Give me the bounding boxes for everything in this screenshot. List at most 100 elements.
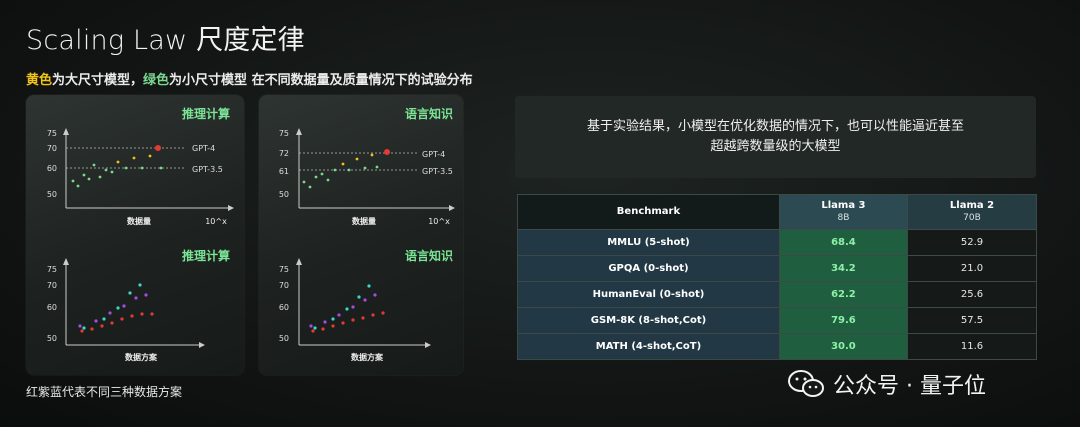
data-point: [331, 317, 335, 321]
llama2-score: 11.6: [906, 333, 1038, 360]
header-llama3-name: Llama 3: [821, 200, 866, 211]
data-point: [347, 168, 351, 172]
x-axis-label: 数据量: [352, 216, 376, 226]
footnote: 红紫蓝代表不同三种数据方案: [26, 385, 183, 399]
gpt4-highlight-point: [155, 145, 161, 151]
llama3-score: 68.4: [778, 229, 908, 256]
data-point: [367, 284, 371, 288]
table-row: HumanEval (0-shot) 62.2 25.6: [517, 281, 1038, 308]
data-point: [320, 172, 324, 176]
y-axis-arrow: [296, 128, 302, 135]
data-point: [78, 324, 82, 328]
data-point: [76, 184, 80, 188]
data-point: [90, 327, 94, 331]
data-point: [308, 185, 312, 189]
data-point: [375, 165, 379, 169]
data-point: [144, 293, 148, 297]
x-axis-label: 数据量: [127, 216, 151, 226]
data-point: [351, 305, 355, 309]
y-tick-label: 50: [47, 190, 57, 199]
reference-line-label: GPT-4: [192, 144, 215, 153]
table-header-row: Benchmark Llama 3 8B Llama 2 70B: [517, 194, 1038, 230]
reference-line-label: GPT-4: [422, 150, 445, 159]
scatter-points: [309, 284, 385, 333]
data-point: [351, 318, 355, 322]
data-point: [110, 321, 114, 325]
y-axis-arrow: [63, 128, 69, 135]
llama3-score: 30.0: [778, 333, 908, 360]
chart-title: 推理计算: [182, 248, 230, 263]
data-point: [159, 166, 163, 170]
data-point: [82, 173, 86, 177]
summary-line: 基于实验结果，小模型在优化数据的情况下，也可以性能逼近甚至: [586, 119, 964, 134]
data-point: [102, 317, 106, 321]
chart-title: 语言知识: [405, 248, 453, 263]
header-llama2-name: Llama 2: [949, 200, 995, 211]
table-row: MMLU (5-shot) 68.4 52.9: [517, 229, 1038, 256]
data-point: [140, 312, 144, 316]
summary-box: 基于实验结果，小模型在优化数据的情况下，也可以性能逼近甚至 超越跨数量级的大模型: [515, 96, 1036, 178]
y-tick-label: 70: [47, 281, 57, 290]
data-point: [311, 329, 315, 333]
y-axis-arrow: [296, 258, 302, 265]
reference-line-label: GPT-3.5: [192, 165, 223, 174]
x-axis-arrow: [449, 205, 455, 211]
data-point: [302, 180, 306, 184]
benchmark-name: GPQA (0-shot): [517, 255, 780, 282]
data-point: [124, 166, 128, 170]
data-point: [71, 179, 75, 183]
data-point: [363, 298, 367, 302]
watermark: 公众号 · 量子位: [787, 368, 986, 400]
data-point: [140, 166, 144, 170]
benchmark-table: Benchmark Llama 3 8B Llama 2 70B MMLU (5-s…: [517, 194, 1038, 360]
data-point: [122, 304, 126, 308]
data-point: [361, 316, 365, 320]
llama3-score: 62.2: [778, 281, 908, 308]
gpt4-highlight-point: [384, 149, 390, 155]
subtitle-green: 绿色: [143, 73, 170, 88]
data-point: [355, 157, 359, 161]
data-point: [104, 168, 108, 172]
data-point: [150, 312, 154, 316]
x-axis-unit: 10^x: [428, 217, 450, 226]
table-row: MATH (4-shot,CoT) 30.0 11.6: [517, 333, 1038, 360]
data-point: [370, 153, 374, 157]
data-point: [100, 324, 104, 328]
data-point: [116, 306, 120, 310]
data-point: [314, 175, 318, 179]
header-benchmark: Benchmark: [517, 194, 780, 230]
scatter-points: [71, 145, 163, 188]
data-point: [116, 160, 120, 164]
data-point: [326, 178, 330, 182]
data-point: [87, 177, 91, 181]
reference-line-label: GPT-3.5: [422, 167, 453, 176]
chart-left-svg: 推理计算 75 70 60 50 GPT-4 GPT-3.5: [47, 106, 234, 362]
data-point: [363, 166, 367, 170]
y-tick-label: 72: [279, 149, 289, 158]
data-point: [132, 156, 136, 160]
watermark-text: 公众号 · 量子位: [833, 374, 986, 399]
benchmark-name: GSM-8K (8-shot,Cot): [517, 307, 780, 334]
benchmark-name: MMLU (5-shot): [517, 229, 780, 256]
y-tick-label: 60: [47, 303, 57, 312]
x-axis-label: 数据方案: [125, 352, 158, 362]
x-axis-label: 数据方案: [351, 352, 384, 362]
data-point: [337, 313, 341, 317]
data-point: [331, 324, 335, 328]
data-point: [80, 329, 84, 333]
y-tick-label: 75: [47, 129, 57, 138]
subtitle-part1: 为大尺寸模型，: [52, 73, 144, 88]
data-point: [309, 324, 313, 328]
data-point: [82, 326, 86, 330]
subtitle-yellow: 黄色: [26, 73, 53, 88]
llama2-score: 57.5: [906, 307, 1038, 334]
x-axis-arrow: [228, 205, 234, 211]
y-tick-label: 61: [279, 167, 289, 176]
data-point: [371, 313, 375, 317]
llama3-score: 79.6: [778, 307, 908, 334]
y-tick-label: 75: [47, 265, 57, 274]
y-axis-arrow: [63, 258, 69, 265]
y-tick-label: 60: [47, 164, 57, 173]
slide-subtitle: 黄色为大尺寸模型，绿色为小尺寸模型 在不同数据量及质量情况下的试验分布: [26, 69, 473, 88]
table-row: GPQA (0-shot) 34.2 21.0: [517, 255, 1038, 282]
